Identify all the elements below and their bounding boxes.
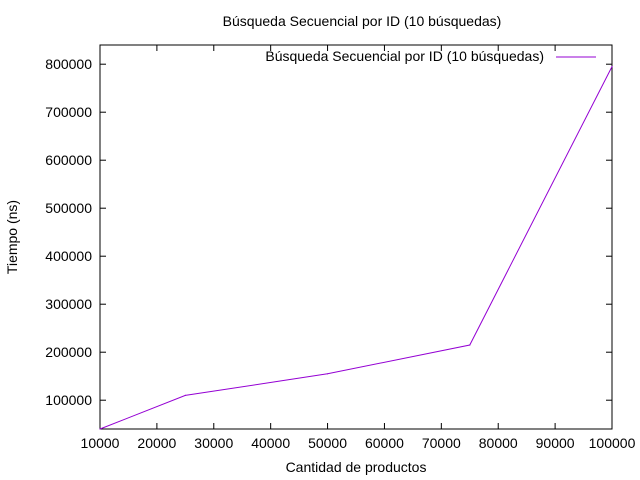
chart-title: Búsqueda Secuencial por ID (10 búsquedas…	[223, 13, 502, 29]
legend: Búsqueda Secuencial por ID (10 búsquedas…	[265, 48, 596, 64]
x-axis: 10000 20000 30000 40000 50000 60000 70000 80000…	[81, 45, 636, 451]
x-tick-label: 30000	[194, 435, 233, 451]
series-line	[99, 66, 613, 430]
data-point	[99, 428, 101, 430]
y-axis: 100000 200000 300000 400000 500000 600000 7000…	[45, 56, 612, 408]
y-tick-label: 800000	[45, 56, 92, 72]
y-tick-label: 300000	[45, 296, 92, 312]
x-tick-label: 20000	[137, 435, 176, 451]
x-tick-label: 90000	[536, 435, 575, 451]
y-tick-label: 200000	[45, 344, 92, 360]
x-tick-label: 40000	[251, 435, 290, 451]
x-tick-label: 50000	[308, 435, 347, 451]
data-point	[326, 373, 329, 375]
x-tick-label: 80000	[479, 435, 518, 451]
y-tick-label: 400000	[45, 248, 92, 264]
y-tick-label: 500000	[45, 200, 92, 216]
legend-label: Búsqueda Secuencial por ID (10 búsquedas…	[265, 48, 544, 64]
data-point	[469, 344, 471, 346]
x-tick-label: 100000	[589, 435, 636, 451]
series-layer	[99, 66, 613, 430]
y-tick-label: 100000	[45, 392, 92, 408]
x-tick-label: 60000	[365, 435, 404, 451]
plot-frame	[99, 44, 613, 430]
x-axis-label: Cantidad de productos	[286, 459, 427, 475]
y-axis-label: Tiempo (ns)	[4, 200, 20, 274]
y-tick-label: 700000	[45, 104, 92, 120]
y-tick-label: 600000	[45, 152, 92, 168]
x-tick-label: 70000	[422, 435, 461, 451]
data-point	[184, 394, 186, 396]
data-point	[611, 66, 613, 68]
x-tick-label: 10000	[81, 435, 120, 451]
